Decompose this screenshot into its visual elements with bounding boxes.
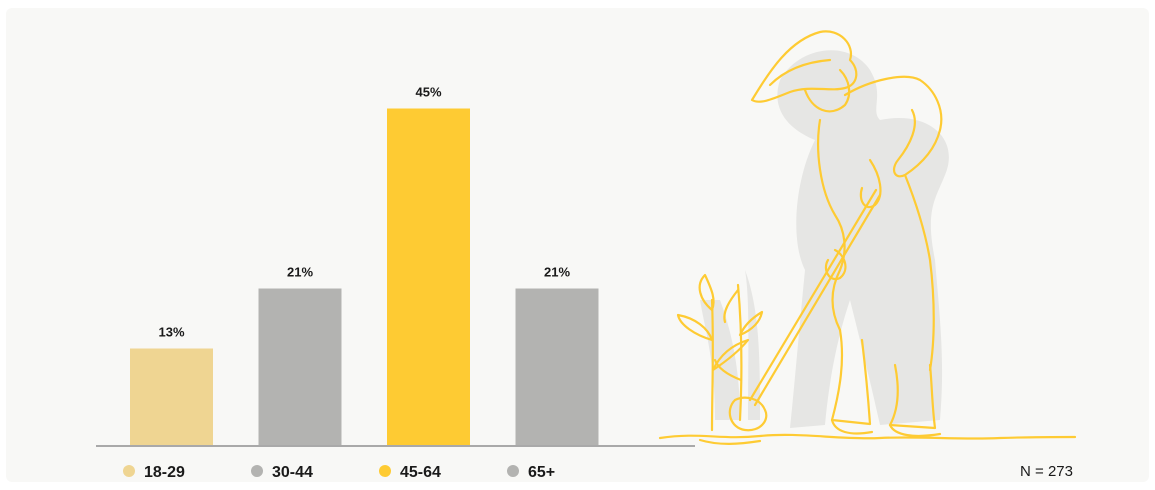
legend-swatch (123, 465, 135, 477)
legend-label: 18-29 (144, 464, 185, 481)
plant-shadow-shape (700, 270, 760, 420)
bar-value-label: 21% (287, 265, 313, 280)
legend-label: 45-64 (400, 464, 441, 481)
bar-45-64 (387, 108, 470, 446)
legend-label: 30-44 (272, 464, 313, 481)
farmer-with-hoe-line-art-icon (658, 30, 1077, 445)
legend-swatch (251, 465, 263, 477)
bar-30-44 (258, 288, 342, 446)
bar-65+ (515, 288, 599, 446)
bar-value-label: 45% (415, 85, 441, 100)
farmer-shadow-shape (777, 50, 949, 429)
legend-swatch (507, 465, 519, 477)
bar-value-label: 13% (158, 325, 184, 340)
sample-size-label: N = 273 (1020, 463, 1073, 480)
legend-label: 65+ (528, 464, 555, 481)
bar-18-29 (130, 348, 213, 446)
bar-value-label: 21% (544, 265, 570, 280)
legend-swatch (379, 465, 391, 477)
